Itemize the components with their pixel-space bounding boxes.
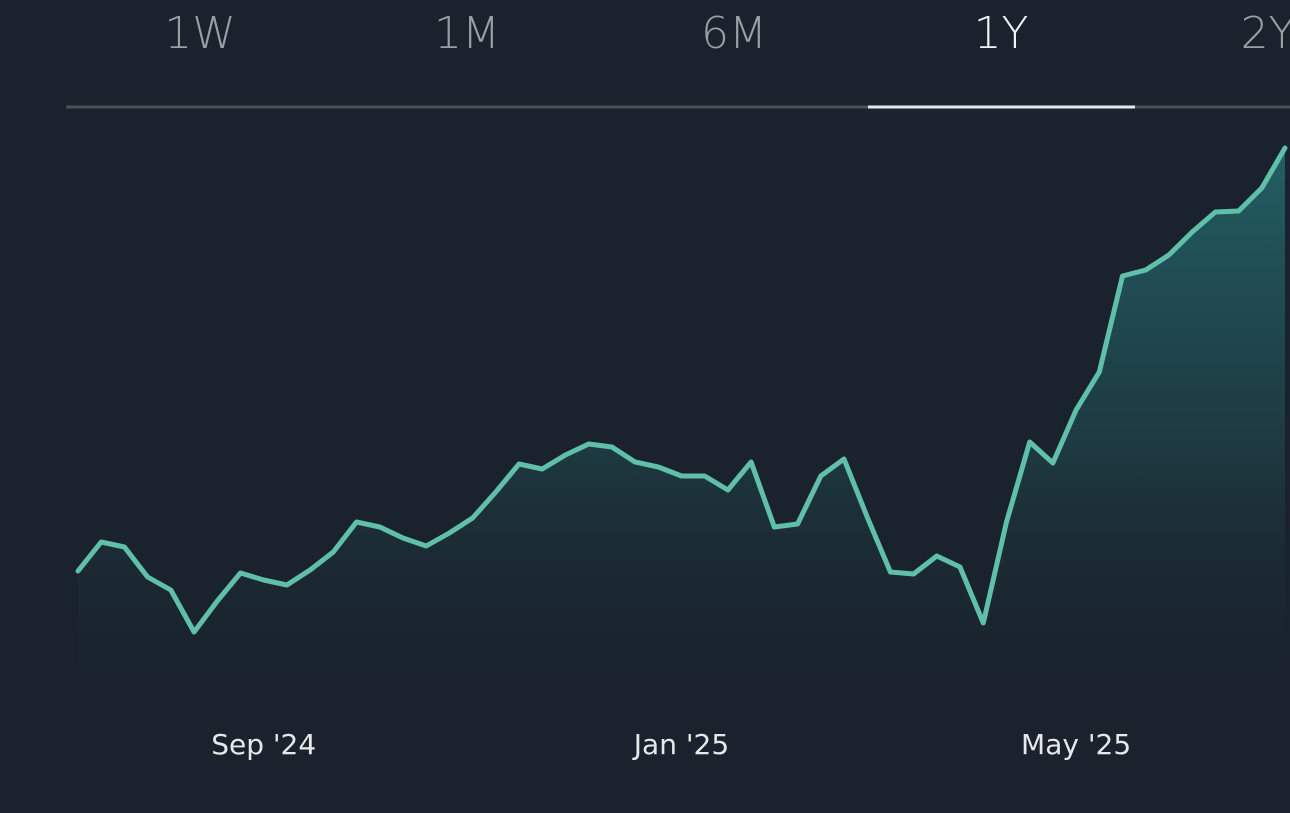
x-tick-label: Jan '25 — [632, 728, 729, 761]
chart: Sep '24 Jan '25 May '25 — [75, 145, 1288, 761]
x-tick-label: May '25 — [1021, 728, 1131, 761]
area — [78, 148, 1285, 700]
tab[interactable]: 1Y — [974, 8, 1029, 59]
tab[interactable]: 1M — [434, 8, 500, 59]
tab[interactable]: 1W — [164, 8, 236, 59]
tab-bar: 1W 1M 6M 1Y 2Y — [164, 8, 1290, 109]
tab[interactable]: 6M — [701, 8, 767, 59]
x-tick-label: Sep '24 — [211, 728, 316, 761]
tab[interactable]: 2Y — [1241, 8, 1290, 59]
line — [75, 145, 1288, 635]
